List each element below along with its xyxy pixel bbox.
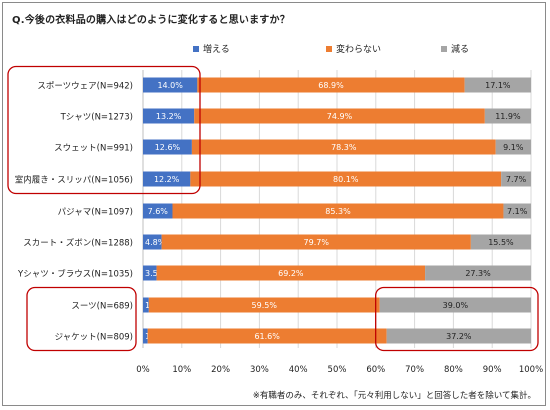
footnote: ※有職者のみ、それぞれ、「元々利用しない」と回答した者を除いて集計。: [252, 391, 536, 401]
category-label: パジャマ(N=1097): [58, 208, 133, 218]
data-label: 3.5%: [145, 269, 166, 278]
category-labels: スポーツウェア(N=942) Tシャツ(N=1273) スウェット(N=991) 室内…: [15, 82, 133, 343]
category-label: 室内履き・スリッパ(N=1056): [15, 175, 133, 186]
x-tick-label: 20%: [211, 365, 230, 375]
bar-segment: [143, 328, 148, 344]
data-label: 15.5%: [488, 238, 514, 247]
bar-segment: [143, 171, 191, 187]
data-label: 61.6%: [254, 332, 280, 341]
legend-swatch-no-change: [326, 45, 332, 52]
data-label: 14.0%: [157, 81, 183, 90]
chart-title: Q.今後の衣料品の購入はどのように変化すると思いますか？: [12, 15, 290, 26]
data-label: 68.9%: [318, 81, 344, 90]
legend-label-decrease: 減る: [451, 45, 470, 55]
x-tick-label: 60%: [366, 365, 385, 375]
bar-segment: [503, 203, 531, 219]
data-label: 79.7%: [304, 238, 330, 247]
data-label: 59.5%: [252, 301, 278, 310]
data-label: 12.6%: [155, 143, 181, 152]
bar-segment: [386, 328, 531, 344]
category-label: スウェット(N=991): [54, 144, 133, 154]
bar-segment: [143, 77, 198, 93]
bar-segment: [143, 265, 157, 281]
data-label: 4.8%: [145, 238, 166, 247]
category-label: スーツ(N=689): [71, 302, 133, 312]
bar-segment: [143, 234, 162, 250]
bar-segment: [470, 234, 531, 250]
bar-segment: [156, 265, 426, 281]
bar-segment: [425, 265, 531, 281]
category-label: スカート・ズボン(N=1288): [23, 238, 133, 249]
bar-segment: [495, 139, 531, 155]
data-label: 13.2%: [156, 112, 182, 121]
legend-label-increase: 増える: [203, 45, 230, 55]
category-label: スポーツウェア(N=942): [37, 82, 133, 92]
legend-swatch-increase: [193, 45, 199, 52]
data-label: 17.1%: [485, 81, 511, 90]
highlight-boxes: [7, 65, 539, 352]
data-label: 37.2%: [446, 332, 472, 341]
x-tick-labels: 0% 10% 20% 30% 40% 50% 60% 70% 80% 90% 100%: [136, 365, 543, 375]
data-label: 80.1%: [333, 175, 359, 184]
x-tick-label: 80%: [444, 365, 463, 375]
x-tick-label: 10%: [172, 365, 191, 375]
legend-label-no-change: 変わらない: [336, 45, 382, 55]
data-label: 39.0%: [443, 301, 469, 310]
highlight-box: [375, 286, 539, 352]
data-label: 69.2%: [278, 269, 304, 278]
data-label: 78.3%: [331, 143, 357, 152]
bar-segment: [161, 234, 471, 250]
bar-segment: [143, 108, 195, 124]
bar-segment: [197, 77, 465, 93]
bar-segment: [172, 203, 504, 219]
category-label: Tシャツ(N=1273): [60, 113, 133, 123]
bar-segment: [147, 328, 387, 344]
category-label: Yシャツ・ブラウス(N=1035): [17, 269, 133, 280]
category-label: ジャケット(N=809): [55, 333, 133, 343]
data-label: 7.1%: [507, 207, 528, 216]
highlight-box: [26, 286, 137, 352]
data-label: 9.1%: [503, 143, 524, 152]
legend-item-decrease: 減る: [441, 42, 469, 55]
legend-item-no-change: 変わらない: [326, 42, 381, 55]
data-label: 12.2%: [154, 175, 180, 184]
x-tick-label: 30%: [250, 365, 269, 375]
bar-segment: [143, 297, 149, 313]
data-label: 7.6%: [148, 207, 169, 216]
legend-item-increase: 増える: [193, 42, 230, 55]
bar-segment: [464, 77, 531, 93]
data-label: 74.9%: [327, 112, 353, 121]
bar-segment: [484, 108, 531, 124]
bar-segment: [191, 139, 496, 155]
legend-swatch-decrease: [441, 45, 447, 52]
data-label: 85.3%: [325, 207, 351, 216]
legend: 増える 変わらない 減る: [0, 42, 550, 56]
x-tick-label: 100%: [519, 365, 543, 375]
data-label: 11.9%: [495, 112, 521, 121]
bar-segment: [379, 297, 531, 313]
data-label: 7.7%: [506, 175, 527, 184]
highlight-box: [7, 65, 201, 195]
x-tick-label: 50%: [328, 365, 347, 375]
bars: 14.0% 68.9% 17.1% 13.2% 74.9% 11.9% 12.6% 78.3%…: [143, 77, 531, 344]
bar-segment: [190, 171, 502, 187]
x-tick-label: 90%: [483, 365, 502, 375]
bar-segment: [143, 139, 192, 155]
x-tick-label: 70%: [405, 365, 424, 375]
bar-segment: [148, 297, 380, 313]
x-tick-label: 0%: [136, 365, 150, 375]
bar-segment: [143, 203, 173, 219]
bar-segment: [501, 171, 531, 187]
bar-segment: [194, 108, 485, 124]
x-tick-label: 40%: [289, 365, 308, 375]
data-label: 27.3%: [465, 269, 491, 278]
